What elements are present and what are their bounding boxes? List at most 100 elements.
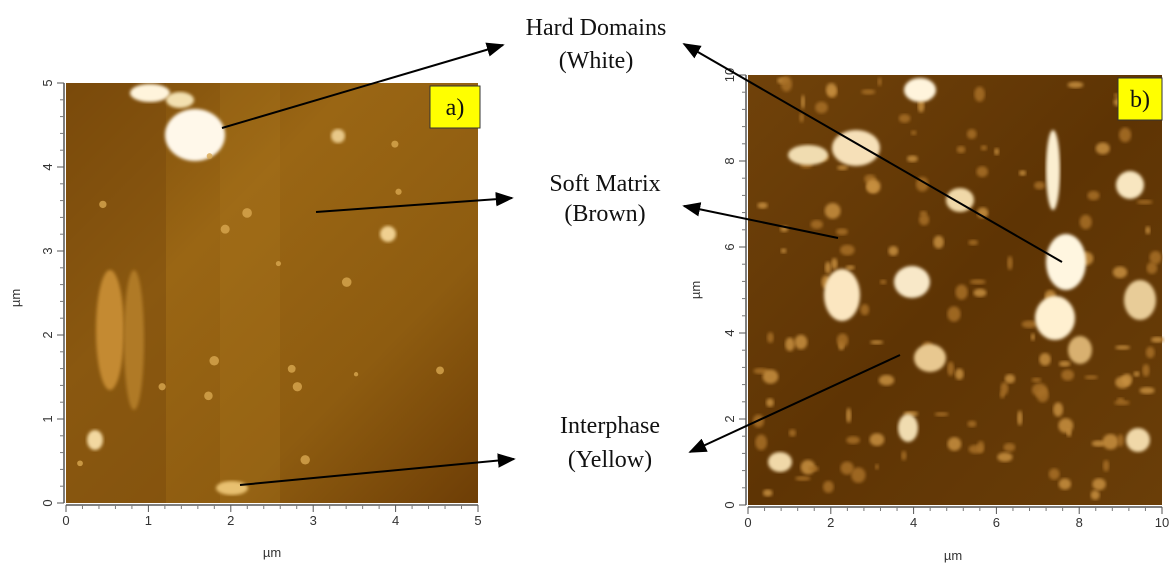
particle <box>395 189 401 195</box>
hard-domain <box>1046 234 1086 290</box>
particle <box>77 460 83 466</box>
particle <box>763 489 773 496</box>
particle <box>1087 191 1099 201</box>
particle <box>840 245 855 256</box>
particle <box>1053 402 1063 416</box>
particle <box>1145 226 1150 234</box>
particle <box>300 455 309 464</box>
x-axis-label: µm <box>263 545 281 560</box>
particle <box>781 248 787 253</box>
particle <box>911 130 917 135</box>
x-tick-label: 6 <box>993 515 1000 530</box>
particle <box>935 412 949 417</box>
hard-domain <box>1124 280 1156 320</box>
particle <box>970 279 986 284</box>
y-tick-label: 3 <box>40 247 55 254</box>
particle <box>1000 391 1005 398</box>
particle <box>957 146 966 153</box>
x-tick-label: 2 <box>827 515 834 530</box>
particle <box>1031 333 1035 341</box>
hard-domain <box>96 270 124 390</box>
particle <box>920 211 927 216</box>
particle <box>1005 374 1015 383</box>
particle <box>1068 82 1084 88</box>
particle <box>880 280 887 285</box>
particle <box>1049 468 1060 479</box>
particle <box>846 436 860 444</box>
x-axis-label: µm <box>944 548 962 563</box>
particle <box>831 258 837 269</box>
particle <box>811 220 823 229</box>
particle <box>785 337 795 351</box>
particle <box>955 368 964 379</box>
hard-domain <box>1116 171 1144 199</box>
y-tick-label: 6 <box>722 243 737 250</box>
particle <box>836 228 848 235</box>
particle <box>888 246 898 256</box>
y-tick-label: 5 <box>40 79 55 86</box>
particle <box>763 370 779 384</box>
particle <box>1080 215 1092 230</box>
particle <box>1034 181 1045 189</box>
hard-domain <box>1046 130 1060 210</box>
particle <box>1103 434 1119 449</box>
particle <box>1137 200 1153 204</box>
particle <box>1134 371 1140 376</box>
particle <box>795 476 810 481</box>
y-tick-label: 4 <box>722 329 737 336</box>
particle <box>1059 478 1072 489</box>
particle <box>815 102 828 114</box>
particle <box>967 129 977 139</box>
particle <box>976 166 988 177</box>
particle <box>1037 388 1049 402</box>
particle <box>875 464 879 470</box>
hard-domain <box>1068 336 1092 364</box>
particle <box>209 356 219 366</box>
particle <box>242 208 252 218</box>
particle <box>1119 128 1131 143</box>
x-tick-label: 4 <box>392 513 399 528</box>
hard-domain <box>87 430 103 450</box>
particle <box>825 203 841 219</box>
x-tick-label: 0 <box>744 515 751 530</box>
annotation-text: Soft Matrix <box>549 171 660 197</box>
particle <box>947 361 954 376</box>
y-axis-label: µm <box>8 289 23 307</box>
hard-domain <box>165 109 225 161</box>
particle <box>1091 490 1100 500</box>
particle <box>1114 400 1129 405</box>
particle <box>1067 429 1072 437</box>
annotation-text: (Brown) <box>564 201 645 227</box>
x-tick-label: 8 <box>1076 515 1083 530</box>
hard-domain <box>331 129 345 143</box>
particle <box>907 155 918 162</box>
particle <box>276 261 281 266</box>
particle <box>391 141 398 148</box>
hard-domain <box>824 269 860 321</box>
particle <box>837 165 848 170</box>
particle <box>288 365 296 373</box>
particle <box>851 467 865 482</box>
particle <box>1004 443 1016 452</box>
hard-domain <box>1126 428 1150 452</box>
particle <box>1092 440 1106 446</box>
particle <box>354 372 358 376</box>
particle <box>221 225 230 234</box>
particle <box>1146 347 1155 359</box>
y-axis-label: µm <box>688 281 703 299</box>
particle <box>826 83 837 97</box>
particle <box>1147 262 1158 274</box>
particle <box>825 262 831 274</box>
x-tick-label: 1 <box>145 513 152 528</box>
particle <box>968 240 978 245</box>
afm-image-a <box>66 83 478 503</box>
particle <box>867 182 878 193</box>
hard-domain <box>216 481 248 495</box>
particle <box>947 306 960 321</box>
particle <box>1151 337 1164 343</box>
particle <box>436 366 444 374</box>
particle <box>801 95 805 109</box>
hard-domain <box>914 344 946 372</box>
particle <box>1019 170 1026 176</box>
particle <box>795 335 808 350</box>
